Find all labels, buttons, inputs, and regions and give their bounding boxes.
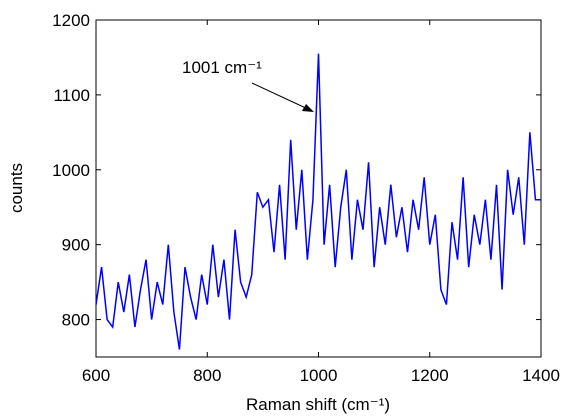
arrow-head <box>302 104 314 112</box>
x-tick-label: 1000 <box>300 366 338 385</box>
y-tick-label: 1100 <box>53 86 90 105</box>
y-tick-label: 800 <box>62 311 90 330</box>
y-axis-label: counts <box>7 163 26 213</box>
x-axis-label: Raman shift (cm⁻¹) <box>246 395 390 414</box>
y-tick-label: 1000 <box>52 161 90 180</box>
x-tick-label: 1200 <box>411 366 449 385</box>
annotation-arrow <box>251 82 311 111</box>
y-tick-label: 1200 <box>52 11 90 30</box>
y-tick-label: 900 <box>62 236 90 255</box>
annotation: 1001 cm⁻¹ <box>182 58 262 77</box>
x-tick-label: 800 <box>193 366 221 385</box>
x-tick-label: 600 <box>82 366 110 385</box>
x-tick-label: 1400 <box>522 366 560 385</box>
data-line <box>95 53 541 350</box>
